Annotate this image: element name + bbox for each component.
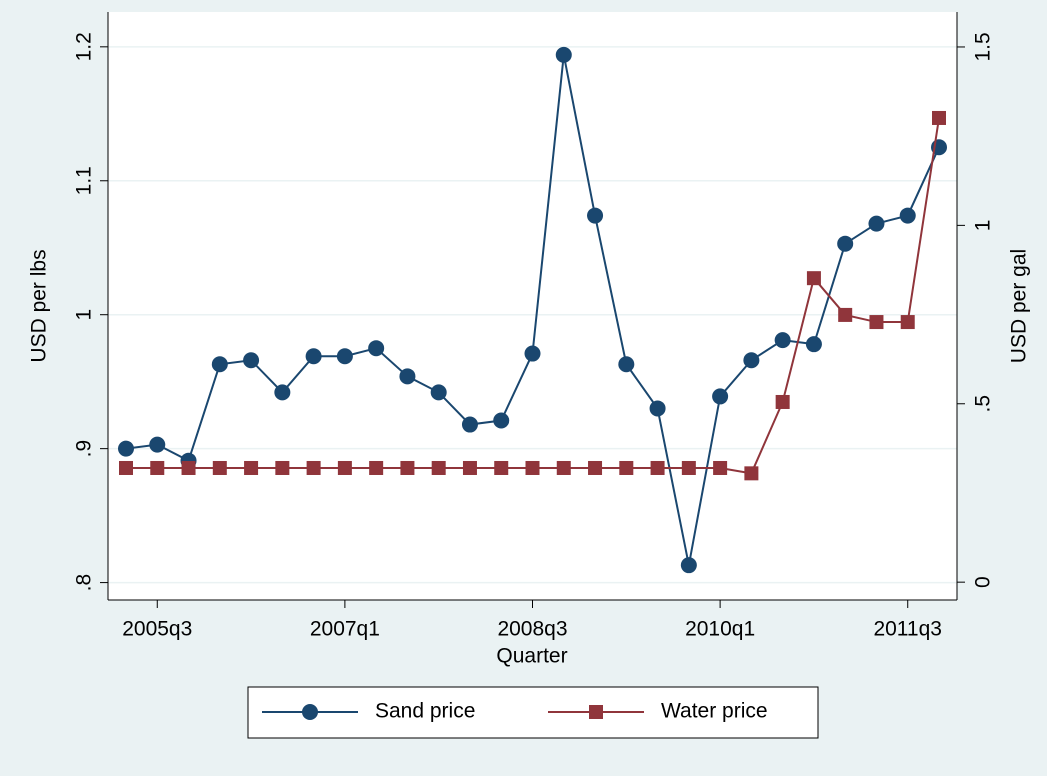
data-point bbox=[461, 416, 478, 433]
data-point bbox=[150, 460, 165, 475]
data-point bbox=[274, 384, 291, 401]
data-point bbox=[368, 340, 385, 357]
data-point bbox=[805, 336, 822, 353]
data-point bbox=[587, 207, 604, 224]
plot-area bbox=[108, 12, 957, 600]
data-point bbox=[430, 384, 447, 401]
x-axis-title: Quarter bbox=[496, 645, 567, 668]
legend-label: Sand price bbox=[375, 700, 475, 723]
data-point bbox=[337, 460, 352, 475]
data-point bbox=[618, 356, 635, 373]
data-point bbox=[400, 460, 415, 475]
y2-tick-label: 0 bbox=[972, 576, 995, 588]
data-point bbox=[743, 352, 760, 369]
data-point bbox=[680, 557, 697, 574]
y2-tick-label: 1.5 bbox=[972, 32, 995, 61]
data-point bbox=[619, 460, 634, 475]
data-point bbox=[494, 460, 509, 475]
data-point bbox=[681, 460, 696, 475]
data-point bbox=[211, 356, 228, 373]
data-point bbox=[525, 460, 540, 475]
y2-tick-label: 1 bbox=[972, 220, 995, 232]
data-point bbox=[838, 307, 853, 322]
x-tick-label: 2007q1 bbox=[310, 618, 380, 641]
y-axis-title: USD per lbs bbox=[28, 249, 51, 362]
x-tick-label: 2011q3 bbox=[873, 618, 942, 641]
data-point bbox=[524, 345, 541, 362]
data-point bbox=[588, 460, 603, 475]
x-tick-label: 2005q3 bbox=[122, 618, 192, 641]
data-point bbox=[431, 460, 446, 475]
data-point bbox=[649, 400, 666, 417]
legend-marker bbox=[589, 705, 603, 719]
data-point bbox=[650, 460, 665, 475]
data-point bbox=[555, 46, 572, 63]
data-point bbox=[869, 315, 884, 330]
data-point bbox=[868, 215, 885, 232]
data-point bbox=[774, 332, 791, 349]
data-point bbox=[243, 352, 260, 369]
data-point bbox=[399, 368, 416, 385]
data-point bbox=[899, 207, 916, 224]
y2-axis-title: USD per gal bbox=[1008, 249, 1031, 363]
data-point bbox=[244, 460, 259, 475]
y-tick-label: .9 bbox=[73, 440, 96, 458]
data-point bbox=[744, 466, 759, 481]
y-tick-label: 1 bbox=[73, 309, 96, 321]
data-point bbox=[806, 271, 821, 286]
y-tick-label: 1.2 bbox=[73, 32, 96, 61]
legend-label: Water price bbox=[661, 700, 768, 723]
x-tick-label: 2008q3 bbox=[497, 618, 567, 641]
data-point bbox=[900, 315, 915, 330]
data-point bbox=[212, 460, 227, 475]
data-point bbox=[181, 460, 196, 475]
data-point bbox=[556, 460, 571, 475]
data-point bbox=[493, 412, 510, 429]
data-point bbox=[837, 235, 854, 252]
y-tick-label: .8 bbox=[73, 574, 96, 592]
data-point bbox=[305, 348, 322, 365]
data-point bbox=[118, 440, 134, 457]
data-point bbox=[462, 460, 477, 475]
data-point bbox=[275, 460, 290, 475]
data-point bbox=[713, 460, 728, 475]
data-point bbox=[149, 436, 166, 453]
data-point bbox=[119, 460, 133, 475]
y-tick-label: 1.1 bbox=[73, 166, 96, 195]
data-point bbox=[369, 460, 384, 475]
legend-marker bbox=[302, 704, 318, 720]
data-point bbox=[336, 348, 353, 365]
data-point bbox=[306, 460, 321, 475]
x-tick-label: 2010q1 bbox=[685, 618, 755, 641]
data-point bbox=[712, 388, 729, 405]
y2-tick-label: .5 bbox=[972, 395, 995, 413]
data-point bbox=[775, 394, 790, 409]
data-point bbox=[932, 110, 946, 125]
